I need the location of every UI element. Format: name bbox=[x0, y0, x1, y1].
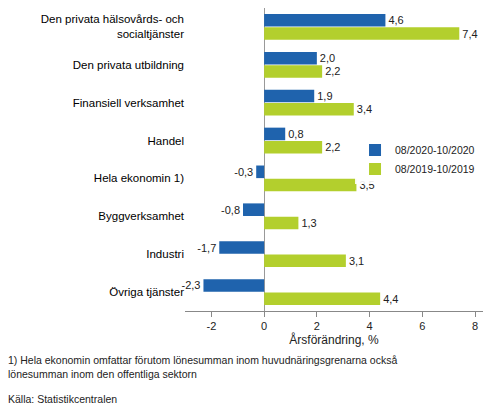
svg-text:3,5: 3,5 bbox=[359, 179, 375, 192]
svg-text:3,4: 3,4 bbox=[357, 103, 372, 115]
svg-text:Hela ekonomin 1): Hela ekonomin 1) bbox=[94, 172, 184, 184]
svg-text:Årsförändring, %: Årsförändring, % bbox=[289, 332, 379, 347]
svg-text:-1,7: -1,7 bbox=[197, 242, 216, 254]
svg-text:0,8: 0,8 bbox=[288, 128, 303, 140]
svg-text:-0,8: -0,8 bbox=[221, 204, 240, 216]
svg-text:1,3: 1,3 bbox=[301, 217, 316, 229]
svg-text:4: 4 bbox=[367, 320, 373, 332]
svg-text:Den privata hälsovårds- ochsoc: Den privata hälsovårds- ochsocialtjänste… bbox=[41, 13, 184, 40]
svg-text:0: 0 bbox=[261, 320, 267, 332]
svg-text:2: 2 bbox=[314, 320, 320, 332]
svg-text:-2,3: -2,3 bbox=[181, 279, 200, 291]
svg-text:Den privata utbildning: Den privata utbildning bbox=[73, 59, 184, 71]
svg-text:8: 8 bbox=[472, 320, 478, 332]
svg-text:1,9: 1,9 bbox=[317, 90, 332, 102]
svg-text:7,4: 7,4 bbox=[462, 28, 477, 40]
svg-text:2,2: 2,2 bbox=[325, 65, 340, 77]
svg-text:Källa: Statistikcentralen: Källa: Statistikcentralen bbox=[8, 393, 117, 405]
svg-text:-0,3: -0,3 bbox=[234, 166, 253, 178]
svg-text:2,0: 2,0 bbox=[320, 52, 335, 64]
svg-text:Övriga tjänster: Övriga tjänster bbox=[109, 286, 184, 298]
svg-text:2,2: 2,2 bbox=[325, 141, 340, 153]
svg-text:Industri: Industri bbox=[146, 248, 184, 260]
svg-text:08/2019-10/2019: 08/2019-10/2019 bbox=[395, 163, 475, 175]
svg-text:6: 6 bbox=[419, 320, 425, 332]
svg-text:4,6: 4,6 bbox=[388, 14, 403, 26]
svg-text:4,4: 4,4 bbox=[383, 293, 398, 305]
svg-text:Finansiell verksamhet: Finansiell verksamhet bbox=[73, 97, 185, 109]
svg-text:08/2020-10/2020: 08/2020-10/2020 bbox=[395, 144, 475, 156]
svg-text:-2: -2 bbox=[206, 320, 216, 332]
svg-text:Byggverksamhet: Byggverksamhet bbox=[98, 210, 184, 222]
svg-text:3,1: 3,1 bbox=[349, 255, 364, 267]
svg-text:Handel: Handel bbox=[148, 135, 184, 147]
svg-text:1) Hela ekonomin omfattar föru: 1) Hela ekonomin omfattar förutom lönesu… bbox=[8, 354, 397, 380]
